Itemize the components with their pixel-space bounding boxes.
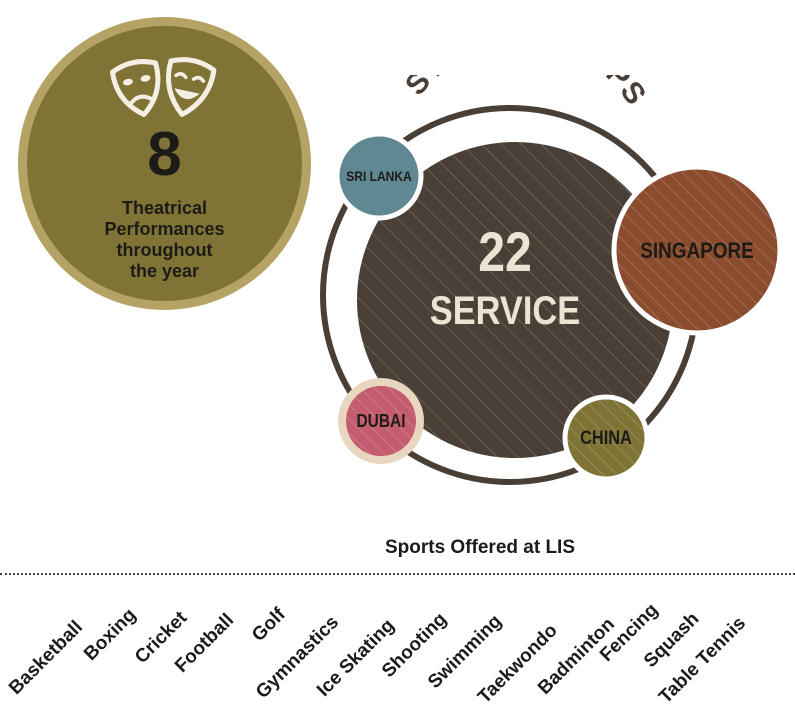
theatre-caption-line: throughout xyxy=(116,240,213,260)
theatre-caption: Theatrical Performances throughout the y… xyxy=(27,198,302,282)
dest-china-stripes xyxy=(568,400,644,476)
dest-singapore-label: SINGAPORE xyxy=(640,238,754,263)
theatre-caption-line: Performances xyxy=(104,219,225,239)
theatre-count: 8 xyxy=(147,120,182,189)
sport-label: Basketball xyxy=(5,616,88,699)
dest-sri-lanka-label: SRI LANKA xyxy=(346,168,412,184)
trips-main-circle xyxy=(357,142,673,458)
sport-label: Boxing xyxy=(80,604,141,665)
sports-title: Sports Offered at LIS xyxy=(384,537,576,558)
trips-count: 22 xyxy=(478,220,532,283)
sport-label: Golf xyxy=(248,604,290,646)
dest-china-label: CHINA xyxy=(580,428,632,449)
theatre-masks-icon xyxy=(109,57,217,117)
theatre-caption-line: the year xyxy=(129,261,200,281)
trips-label: SERVICE xyxy=(429,289,581,333)
dest-sri-lanka-circle xyxy=(334,131,424,221)
theatre-circle-inner: 8 Theatrical Performances throughout the… xyxy=(27,26,302,301)
theatre-circle: 8 Theatrical Performances throughout the… xyxy=(18,17,311,310)
dest-dubai-stripes xyxy=(346,386,416,456)
dest-dubai-label: DUBAI xyxy=(356,411,406,431)
dest-singapore-stripes xyxy=(617,170,777,330)
theatre-caption-line: Theatrical xyxy=(121,198,208,218)
student-trips-diagram: STUDENT TRIPS xyxy=(320,75,783,485)
sports-divider xyxy=(0,573,795,575)
